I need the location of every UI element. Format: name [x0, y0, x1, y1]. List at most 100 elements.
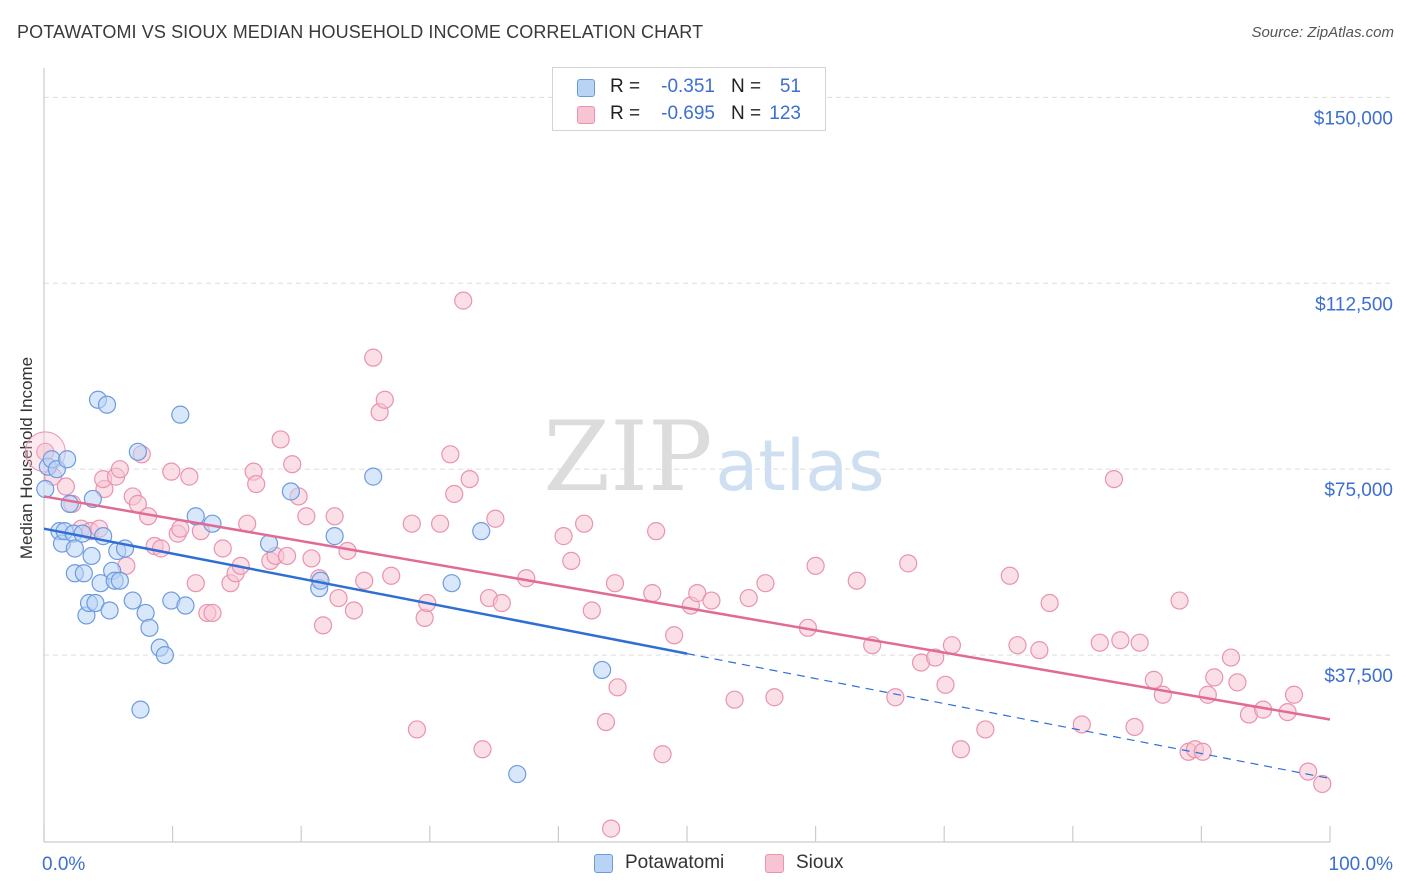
watermark: ZIP atlas [543, 401, 884, 513]
sioux-point [454, 291, 473, 310]
potawatomi-trend-extrapolated [686, 653, 1331, 780]
series-swatch-potawatomi [594, 854, 613, 873]
x-tick-label-min: 0.0% [42, 854, 85, 875]
trend-lines [43, 495, 1331, 780]
sioux-point [605, 574, 625, 593]
sioux-point [277, 546, 297, 566]
sioux-point [445, 484, 464, 504]
sioux-point [1090, 633, 1109, 652]
potawatomi-point [364, 467, 383, 486]
sioux-point [1205, 668, 1224, 687]
sioux-point [602, 819, 621, 838]
potawatomi-point [97, 395, 117, 414]
sioux-point [554, 527, 573, 546]
sioux-point [951, 740, 971, 759]
potawatomi-point [73, 524, 92, 543]
potawatomi-point [325, 527, 344, 546]
chart-title: POTAWATOMI VS SIOUX MEDIAN HOUSEHOLD INC… [17, 22, 704, 42]
sioux-point [441, 445, 460, 464]
sioux-point [942, 636, 962, 655]
sioux-point [1170, 591, 1189, 610]
sioux-point [1299, 762, 1318, 781]
potawatomi-point [128, 442, 147, 461]
sioux-point [355, 571, 374, 590]
potawatomi-point [60, 494, 79, 513]
sioux-point [1193, 742, 1212, 761]
sioux-point [302, 549, 321, 568]
potawatomi-point [131, 700, 150, 719]
y-tick-label: $112,500 [1315, 294, 1393, 315]
sioux-point [415, 608, 434, 628]
series-label-sioux: Sioux [796, 852, 844, 873]
sioux-point [297, 507, 316, 526]
potawatomi-point [86, 593, 105, 613]
sioux-point [1000, 566, 1019, 585]
potawatomi-point [82, 546, 101, 566]
legend-n-key: N = [731, 76, 762, 97]
sioux-point [1144, 670, 1163, 689]
sioux-point [56, 477, 75, 496]
sioux-point [364, 348, 383, 367]
potawatomi-point [58, 450, 77, 469]
potawatomi-point [155, 645, 174, 665]
sioux-point [643, 584, 662, 603]
sioux-point [562, 551, 581, 570]
potawatomi-point [110, 571, 129, 590]
sioux-point [402, 514, 421, 533]
sioux-point [486, 509, 505, 528]
legend-row-potawatomi: R = -0.351 N = 51 [553, 76, 825, 100]
sioux-point [886, 688, 905, 707]
sioux-point [325, 507, 344, 526]
sioux-points [24, 291, 1332, 838]
sioux-point [847, 571, 866, 590]
potawatomi-trend-line [43, 527, 688, 655]
sioux-point [1130, 633, 1149, 652]
potawatomi-point [281, 482, 301, 501]
watermark-zip: ZIP [543, 401, 712, 513]
sioux-point [756, 574, 775, 593]
y-tick-label: $37,500 [1324, 666, 1393, 687]
series-legend: Potawatomi Sioux [0, 852, 1406, 878]
sioux-point [1228, 673, 1247, 692]
sioux-point [976, 720, 995, 739]
sioux-point [329, 588, 348, 608]
sioux-point [247, 474, 266, 494]
potawatomi-point [136, 603, 155, 623]
sioux-point [1111, 631, 1130, 650]
sioux-point [186, 574, 205, 593]
legend-swatch-sioux [577, 106, 595, 124]
sioux-point [665, 626, 684, 645]
potawatomi-point [508, 764, 527, 784]
legend-r-value: -0.351 [661, 76, 715, 97]
potawatomi-point [176, 596, 195, 615]
sioux-point [688, 584, 707, 603]
sioux-point [283, 455, 302, 474]
sioux-point [162, 462, 181, 481]
sioux-point [575, 514, 594, 533]
sioux-point [899, 554, 918, 573]
sioux-point [382, 566, 401, 585]
sioux-point [110, 460, 129, 479]
legend-row-sioux: R = -0.695 N = 123 [553, 103, 825, 127]
correlation-legend: R = -0.351 N = 51 R = -0.695 N = 123 [552, 67, 826, 131]
potawatomi-point [593, 660, 612, 680]
sioux-point [171, 519, 190, 538]
sioux-point [1198, 685, 1217, 704]
x-tick-label-max: 100.0% [1329, 854, 1394, 875]
sioux-point [1313, 774, 1332, 794]
sioux-point [344, 601, 364, 620]
sioux-point [151, 539, 171, 558]
sioux-point [313, 616, 333, 635]
legend-swatch-potawatomi [577, 79, 595, 97]
sioux-point [582, 601, 601, 620]
sioux-point [1284, 685, 1304, 704]
sioux-point [203, 603, 222, 623]
sioux-point [1008, 636, 1027, 655]
y-tick-label: $75,000 [1324, 480, 1393, 501]
potawatomi-point [171, 405, 190, 424]
sioux-point [180, 467, 199, 486]
potawatomi-point [140, 618, 159, 637]
legend-n-value: 51 [779, 76, 801, 97]
sioux-point [407, 720, 427, 739]
potawatomi-point [65, 539, 84, 558]
